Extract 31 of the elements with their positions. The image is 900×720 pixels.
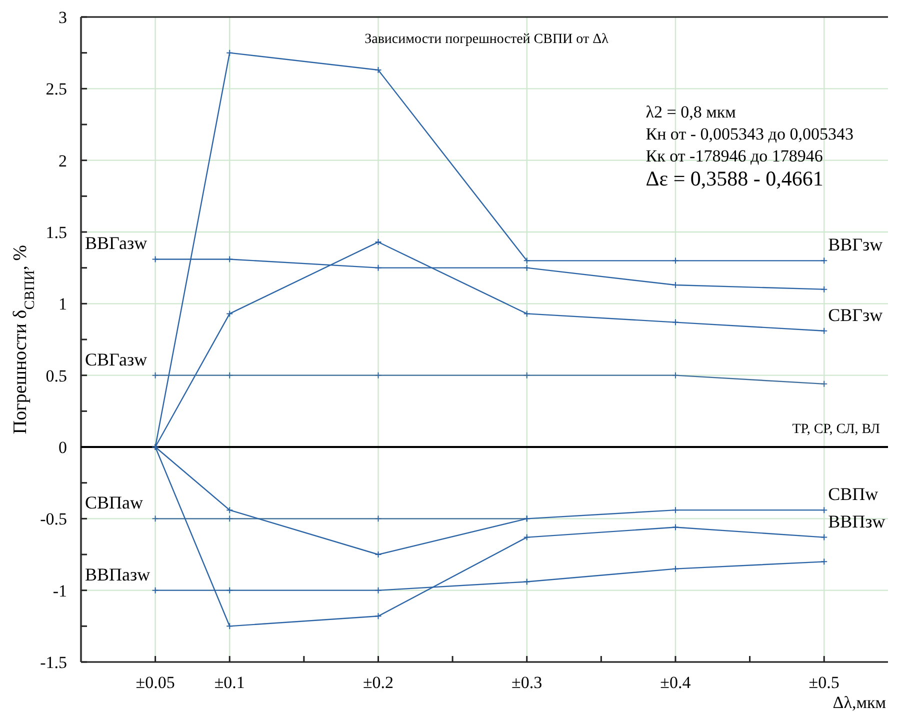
y-tick-label: 0 bbox=[58, 438, 67, 457]
series-label: СВГазw bbox=[85, 349, 148, 370]
series-label: ВВГзw bbox=[828, 234, 883, 255]
annotation: Кк от -178946 до 178946 bbox=[646, 146, 823, 166]
annotation: Кн от - 0,005343 до 0,005343 bbox=[646, 124, 854, 144]
x-tick-label: ±0.3 bbox=[512, 673, 542, 692]
series-label: ВВПзw bbox=[828, 511, 886, 532]
x-tick-label: ±0.4 bbox=[660, 673, 692, 692]
series-label: ВВГазw bbox=[85, 233, 148, 254]
x-tick-label: ±0.2 bbox=[362, 673, 394, 692]
y-tick-label: 1 bbox=[58, 294, 67, 314]
x-tick-label: ±0.05 bbox=[136, 673, 175, 692]
text: Зависимости погрешностей СВПИ от Δλ bbox=[364, 32, 609, 47]
series-label: СВПw bbox=[828, 484, 878, 504]
y-tick-label: -0.5 bbox=[40, 510, 67, 529]
annotation: Δε = 0,3588 - 0,4661 bbox=[646, 166, 824, 190]
x-tick-label: ±0.5 bbox=[808, 673, 840, 692]
series-label: ВВПазw bbox=[85, 564, 150, 584]
x-axis-title: Δλ,мкм bbox=[832, 693, 886, 712]
x-tick-label: ±0.1 bbox=[214, 673, 245, 692]
y-tick-label: 2 bbox=[58, 151, 67, 170]
y-tick-label: 1.5 bbox=[46, 223, 67, 242]
ref-line-label: ТР, СР, СЛ, ВЛ bbox=[792, 422, 880, 437]
y-tick-label: 2.5 bbox=[46, 80, 67, 99]
y-tick-label: -1 bbox=[52, 581, 67, 600]
annotation: λ2 = 0,8 мкм bbox=[646, 102, 736, 122]
series-label: СВПаw bbox=[85, 492, 143, 513]
series-label: СВГзw bbox=[828, 304, 883, 325]
y-tick-label: 3 bbox=[58, 8, 67, 27]
y-tick-label: -1.5 bbox=[40, 653, 67, 672]
y-tick-label: 0.5 bbox=[46, 366, 67, 386]
